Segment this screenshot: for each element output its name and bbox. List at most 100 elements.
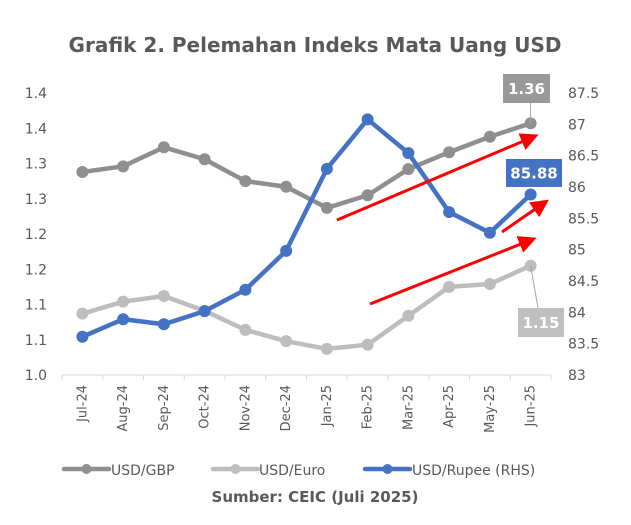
right-axis-tick-label: 87.5 [568,86,599,102]
data-point-marker [443,146,456,159]
legend-item: USD/GBP [61,463,175,479]
x-axis-category-label: Apr-25 [442,385,457,428]
chart-title: Grafik 2. Pelemahan Indeks Mata Uang USD [69,33,562,57]
data-point-marker [320,342,333,355]
x-axis-category-label: Jul-24 [75,385,90,423]
x-axis-category-label: Jan-25 [320,385,335,427]
right-axis-tick-label: 83.5 [568,337,599,353]
series-line [80,263,533,352]
right-y-axis: 83 83.5 84 84.5 85 85.5 86 86.5 87 87.5 [568,86,599,384]
legend-label: USD/GBP [111,463,175,479]
data-point-marker [239,323,252,336]
legend-swatch-marker [230,464,241,474]
data-point-marker [198,153,211,166]
data-point-marker [483,130,496,143]
data-point-marker [157,318,170,331]
x-axis-category-label: Sep-24 [157,385,172,431]
legend: USD/GBP USD/Euro USD/Rupee (RHS) [61,463,535,479]
legend-label: USD/Rupee (RHS) [412,463,535,479]
left-axis-tick-label: 1.4 [25,86,47,102]
x-axis-category-label: Jun-25 [524,385,539,428]
label-box [506,159,562,187]
data-point-marker [361,113,374,126]
x-axis-category-label: Aug-24 [116,385,131,432]
data-point-marker [361,338,374,351]
data-point-marker [76,165,89,178]
left-axis-tick-label: 1.2 [25,262,47,278]
trend-arrow-icon [369,236,537,306]
legend-item: USD/Euro [210,463,325,479]
trend-arrow-icon [336,133,539,222]
left-y-axis: 1.0 1.1 1.1 1.2 1.2 1.3 1.3 1.4 1.4 [25,86,47,384]
data-point-marker [117,295,130,308]
trend-arrows [336,133,549,306]
right-axis-tick-label: 86 [568,180,586,196]
left-axis-tick-label: 1.3 [25,192,47,208]
label-value: 1.15 [522,314,559,332]
x-axis-category-label: Dec-24 [279,385,294,431]
data-labels: 1.36 1.15 85.88 [503,74,564,337]
leader-line [530,265,539,309]
right-axis-tick-label: 83 [568,368,586,384]
left-axis-tick-label: 1.2 [25,227,47,243]
right-axis-tick-label: 85 [568,243,586,259]
x-axis-category-label: Mar-25 [401,385,416,430]
x-axis: Jul-24 Aug-24 Sep-24 Oct-24 Nov-24 Dec-24 Jan-… [61,374,552,433]
data-point-marker [117,160,130,173]
data-point-marker [198,305,211,318]
data-point-marker [524,188,537,201]
label-box [503,74,550,103]
data-point-marker [443,280,456,293]
trend-arrow-icon [501,199,549,234]
right-axis-tick-label: 84.5 [568,274,599,290]
legend-label: USD/Euro [259,463,325,479]
x-axis-category-label: Nov-24 [238,385,253,431]
legend-swatch-marker [81,464,92,474]
data-point-marker [239,283,252,296]
x-axis-category-label: Feb-25 [361,385,376,429]
label-value: 85.88 [510,165,557,183]
source-note: Sumber: CEIC (Juli 2025) [212,488,419,506]
x-axis-category-label: May-25 [483,385,498,433]
data-point-marker [483,226,496,239]
legend-swatch-marker [382,464,393,474]
plot-area [76,113,537,355]
data-point-marker [157,141,170,154]
data-point-marker [239,175,252,188]
right-axis-tick-label: 84 [568,305,586,321]
data-point-marker [157,290,170,303]
left-axis-tick-label: 1.1 [25,298,47,314]
left-axis-tick-label: 1.1 [25,333,47,349]
data-point-marker [117,313,130,326]
data-point-marker [76,330,89,343]
series-line [80,121,533,211]
data-point-marker [443,206,456,219]
right-axis-tick-label: 87 [568,117,586,133]
legend-item: USD/Rupee (RHS) [362,463,535,479]
data-point-marker [361,189,374,202]
data-point-marker [320,162,333,175]
data-point-marker [320,201,333,214]
data-point-marker [402,147,415,160]
data-point-marker [483,278,496,291]
left-axis-tick-label: 1.3 [25,157,47,173]
data-point-marker [402,309,415,322]
data-point-marker [76,307,89,320]
series-usd-gbp [76,117,537,214]
x-axis-category-label: Oct-24 [198,385,213,429]
label-value: 1.36 [508,80,545,98]
data-point-marker [402,163,415,176]
series-usd-rupee-rhs [76,113,537,343]
end-value-label: 85.88 [506,159,562,187]
left-axis-tick-label: 1.4 [25,121,47,137]
end-value-label: 1.15 [518,308,564,337]
series-usd-euro [76,259,537,355]
left-axis-tick-label: 1.0 [25,368,47,384]
data-point-marker [280,180,293,193]
data-point-marker [280,335,293,348]
end-value-label: 1.36 [503,74,550,103]
series-line [80,117,533,340]
right-axis-tick-label: 85.5 [568,211,599,227]
data-point-marker [280,244,293,257]
